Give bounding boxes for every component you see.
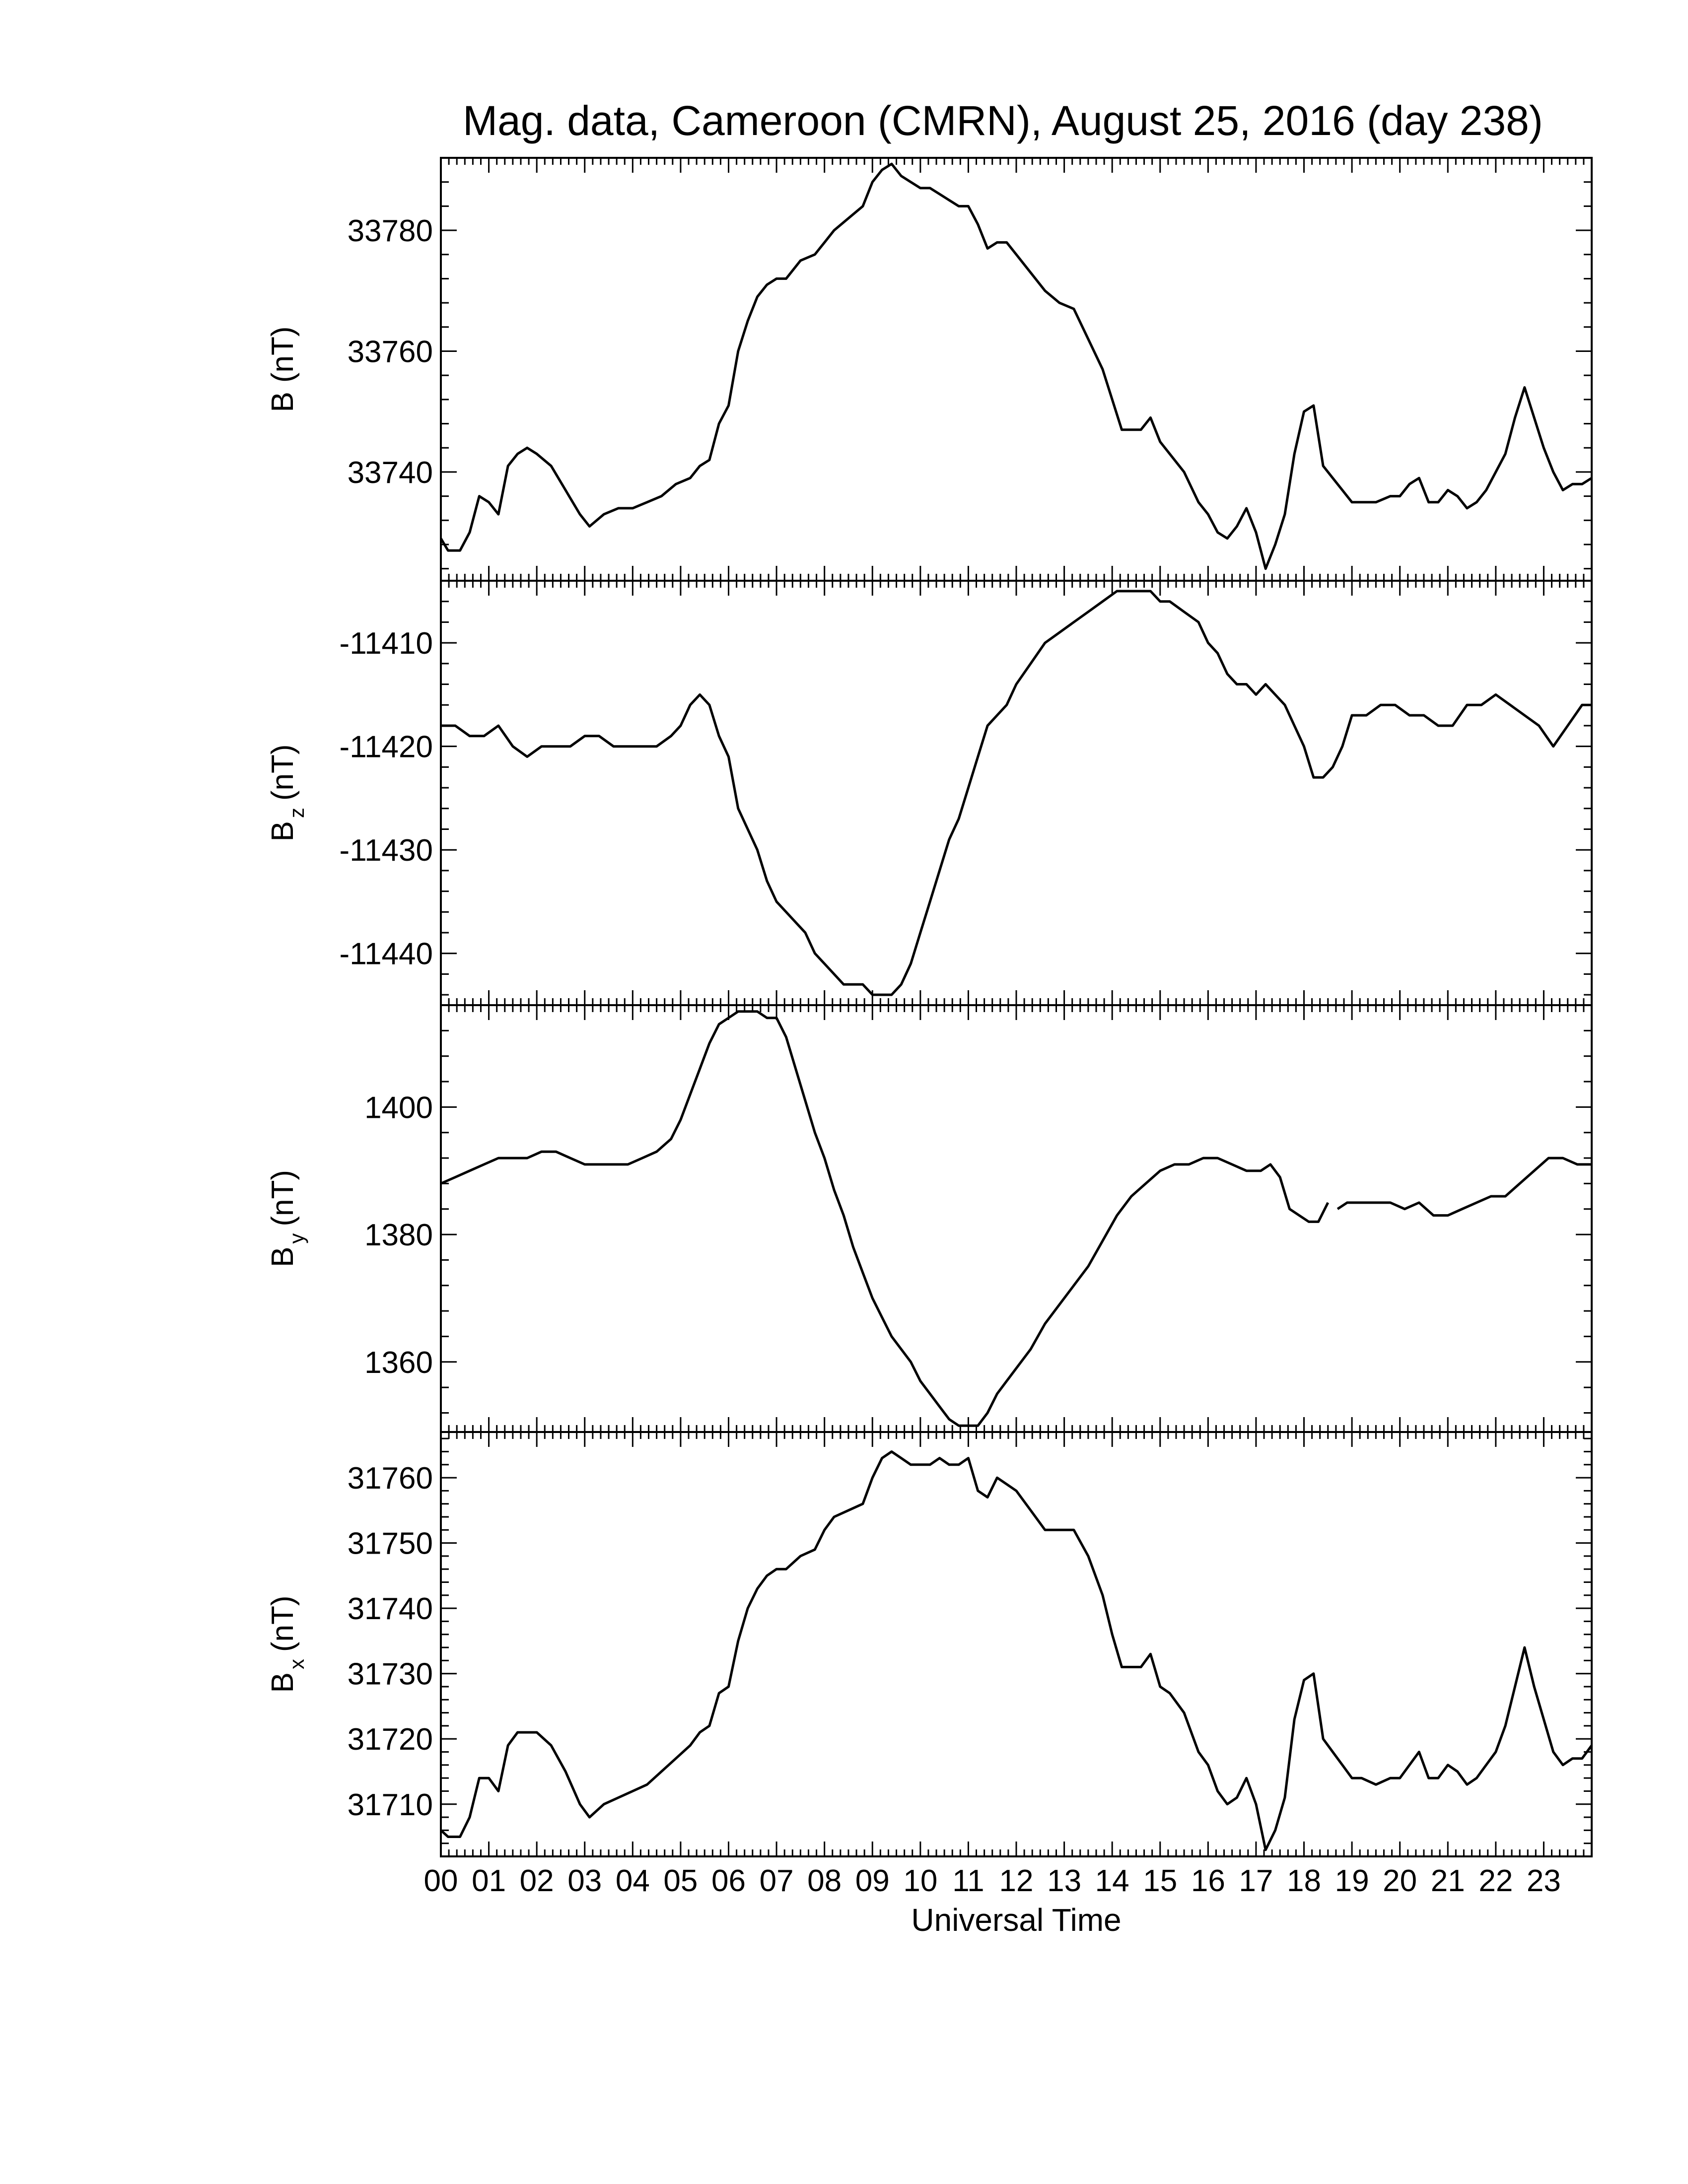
chart-panels: 337403376033780B(nT)-11440-11430-11420-1…: [266, 157, 1593, 1857]
x-tick-label: 18: [1287, 1864, 1321, 1898]
chart-title: Mag. data, Cameroon (CMRN), August 25, 2…: [463, 97, 1543, 144]
y-tick-label: 1360: [364, 1346, 433, 1380]
series-line-b-x: [441, 1450, 1592, 1851]
y-axis-title: By(nT): [266, 1170, 308, 1267]
x-tick-label: 12: [999, 1864, 1034, 1898]
series-line-b-z: [441, 590, 1592, 996]
x-tick-label: 13: [1047, 1864, 1081, 1898]
y-tick-label: 31720: [348, 1722, 433, 1757]
x-tick-label: 02: [520, 1864, 554, 1898]
x-tick-label: 15: [1143, 1864, 1177, 1898]
x-tick-label: 08: [807, 1864, 842, 1898]
y-axis-title: B(nT): [266, 326, 300, 412]
x-axis-tick-labels: 00 01 02 03 04 05 06 07 08 09 10 11 12 13 14 15 16 17 18 19…: [424, 1864, 1561, 1898]
x-axis-title: Universal Time: [911, 1902, 1121, 1938]
series-line-b-y-seg2: [1336, 1157, 1592, 1217]
x-tick-label: 07: [760, 1864, 794, 1898]
x-tick-label: 00: [424, 1864, 458, 1898]
panel-b: 33740 33760 33780 B(nT): [266, 157, 1593, 582]
x-tick-label: 11: [952, 1864, 984, 1898]
panel-b-y: 1360 1380 1400 By(nT): [266, 1004, 1593, 1433]
y-tick-label: 31710: [348, 1788, 433, 1822]
x-tick-label: 20: [1383, 1864, 1417, 1898]
x-tick-label: 22: [1478, 1864, 1513, 1898]
y-tick-label: -11410: [340, 626, 433, 661]
x-tick-label: 23: [1527, 1864, 1561, 1898]
x-tick-label: 03: [567, 1864, 602, 1898]
panel-b-z: -11440 -11430 -11420 -11410 Bz(nT): [266, 580, 1593, 1006]
y-tick-label: 31740: [348, 1592, 433, 1626]
x-tick-label: 14: [1095, 1864, 1129, 1898]
x-tick-label: 16: [1191, 1864, 1225, 1898]
x-tick-label: 01: [472, 1864, 506, 1898]
y-tick-label: 33780: [348, 214, 433, 248]
x-tick-label: 04: [616, 1864, 650, 1898]
x-tick-label: 10: [903, 1864, 937, 1898]
x-tick-label: 06: [711, 1864, 746, 1898]
y-tick-label: 31730: [348, 1657, 433, 1692]
y-tick-label: 31750: [348, 1527, 433, 1561]
y-axis-title: Bz(nT): [266, 744, 308, 841]
series-line-b: [441, 162, 1592, 570]
x-tick-label: 21: [1431, 1864, 1465, 1898]
x-tick-label: 17: [1239, 1864, 1273, 1898]
y-tick-label: 1400: [364, 1091, 433, 1125]
x-tick-label: 19: [1335, 1864, 1369, 1898]
x-tick-label: 09: [855, 1864, 890, 1898]
y-tick-label: 33760: [348, 335, 433, 369]
y-tick-label: 33740: [348, 456, 433, 490]
y-tick-label: 1380: [364, 1218, 433, 1252]
series-line-b-y-seg1: [441, 1010, 1330, 1427]
y-tick-label: -11440: [340, 937, 433, 971]
y-tick-label: -11430: [340, 833, 433, 868]
y-tick-label: 31760: [348, 1461, 433, 1496]
y-axis-title: Bx(nT): [266, 1595, 308, 1693]
panel-b-x: 31710 31720 31730 31740 31750 31760 Bx(nT): [266, 1431, 1593, 1857]
y-tick-label: -11420: [340, 730, 433, 764]
x-tick-label: 05: [663, 1864, 698, 1898]
